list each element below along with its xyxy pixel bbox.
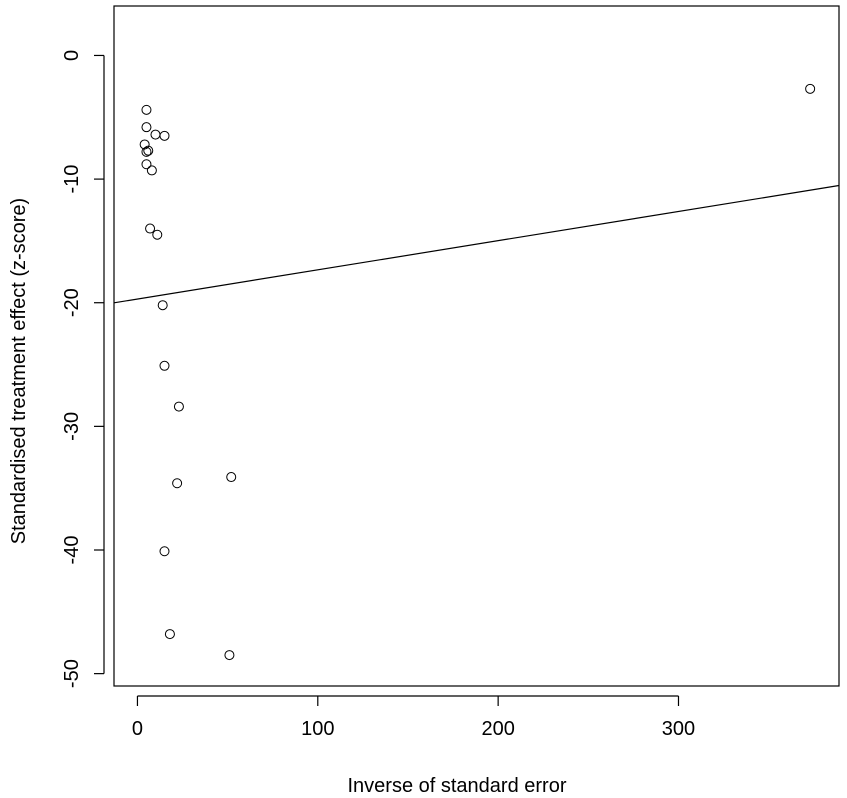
- data-point: [159, 360, 170, 371]
- y-tick-label: -20: [61, 288, 83, 317]
- data-points: [139, 83, 816, 661]
- y-tick-label: -40: [61, 536, 83, 565]
- x-axis: 0 100 200 300: [132, 695, 695, 740]
- data-point: [141, 159, 152, 170]
- x-tick-label: 300: [662, 718, 695, 740]
- x-axis-label: Inverse of standard error: [348, 775, 567, 797]
- plot-frame: [113, 5, 840, 687]
- data-point: [141, 146, 152, 157]
- data-point: [152, 229, 163, 240]
- y-tick-label: -10: [61, 165, 83, 194]
- data-point: [139, 139, 150, 150]
- y-tick-label: 0: [61, 50, 83, 61]
- x-tick-label: 0: [132, 718, 143, 740]
- y-tick-label: -30: [61, 412, 83, 441]
- data-point: [805, 83, 816, 94]
- data-point: [226, 472, 237, 483]
- data-point: [145, 223, 156, 234]
- regression-line: [113, 184, 840, 304]
- data-point: [164, 629, 175, 640]
- data-point: [146, 165, 157, 176]
- data-point: [150, 129, 161, 140]
- y-tick-label: -50: [61, 659, 83, 688]
- data-point: [141, 122, 152, 133]
- data-point: [159, 546, 170, 557]
- data-point: [159, 130, 170, 141]
- y-axis-label: Standardised treatment effect (z-score): [8, 198, 30, 544]
- regression-line-group: [113, 184, 840, 304]
- data-point: [143, 145, 154, 156]
- x-tick-label: 200: [481, 718, 514, 740]
- data-point: [172, 478, 183, 489]
- y-axis: 0 -10 -20 -30 -40 -50: [61, 50, 105, 688]
- data-point: [141, 104, 152, 115]
- data-point: [157, 300, 168, 311]
- data-point: [173, 401, 184, 412]
- x-tick-label: 100: [301, 718, 334, 740]
- data-point: [224, 650, 235, 661]
